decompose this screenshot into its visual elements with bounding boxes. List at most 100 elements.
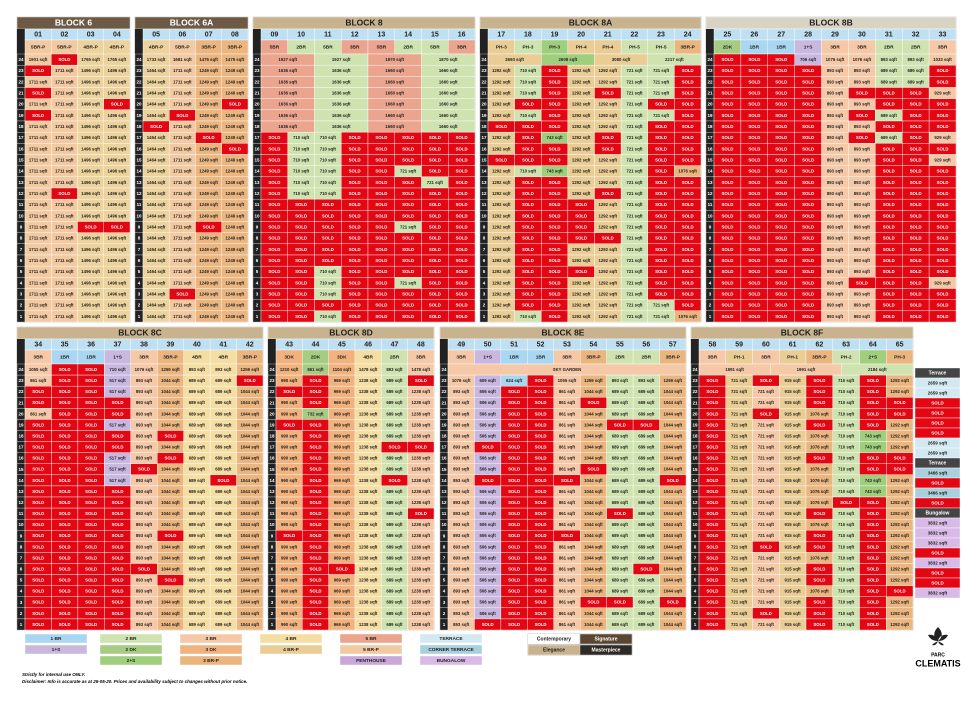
unit-cell: 689 sqft <box>638 467 655 472</box>
unit-cell: 1044 sqft <box>240 600 259 605</box>
floor-number: 21 <box>254 91 260 96</box>
unit-cell: 743 sqft <box>546 169 563 174</box>
unit-cell: SOLD <box>910 213 922 218</box>
unit-cell: 1292 sqft <box>492 79 511 84</box>
unit-cell: SOLD <box>802 236 814 241</box>
unit-cell: SOLD <box>748 225 760 230</box>
unit-cell: 721 sqft <box>758 478 775 483</box>
unit-cell: SOLD <box>910 135 922 140</box>
unit-cell: SOLD <box>349 225 361 230</box>
unit-cell: SOLD <box>112 555 124 560</box>
unit-cell: 1496 sqft <box>108 79 127 84</box>
unit-cell: 1292 sqft <box>492 169 511 174</box>
unit-cell: SOLD <box>295 303 307 308</box>
unit-cell-bg <box>659 618 687 631</box>
unit-type: PH-1 <box>787 355 798 361</box>
unit-cell: 689 sqft <box>612 389 629 394</box>
unit-cell: 689 sqft <box>612 500 629 505</box>
unit-cell: 1238 sqft <box>412 589 431 594</box>
unit-cell: 1464 sqft <box>147 135 166 140</box>
floor-number: 23 <box>269 378 275 383</box>
unit-cell: 1044 sqft <box>584 611 603 616</box>
unit-cell: 1238 sqft <box>359 511 378 516</box>
unit-cell: 1496 sqft <box>108 124 127 129</box>
unit-cell: 1711 sqft <box>55 146 74 151</box>
floor-number: 15 <box>481 158 487 163</box>
unit-cell: 1044 sqft <box>240 467 259 472</box>
unit-cell: SOLD <box>760 544 772 549</box>
unit-cell: 1496 sqft <box>81 303 100 308</box>
unit-cell: 1711 sqft <box>173 280 192 285</box>
unit-cell: SOLD <box>402 247 414 252</box>
unit-cell: 1711 sqft <box>173 314 192 319</box>
unit-cell: SOLD <box>867 533 879 538</box>
unit-cell: SOLD <box>706 522 718 527</box>
unit-cell: 689 sqft <box>189 544 206 549</box>
unit-number: 27 <box>777 32 785 39</box>
unit-cell: 1044 sqft <box>663 555 682 560</box>
unit-cell: SOLD <box>456 292 468 297</box>
floor-number: 22 <box>269 389 275 394</box>
unit-cell: 721 sqft <box>758 445 775 450</box>
unit-cell: SOLD <box>937 314 949 319</box>
unit-cell: 1711 sqft <box>173 91 192 96</box>
unit-cell: 689 sqft <box>386 378 403 383</box>
unit-cell: 969 sqft <box>334 433 351 438</box>
unit-cell: SOLD <box>937 180 949 185</box>
unit-cell: 1292 sqft <box>492 102 511 107</box>
unit-cell: 721 sqft <box>758 422 775 427</box>
unit-cell: 721 sqft <box>653 314 670 319</box>
unit-cell: 990 sqft <box>281 411 298 416</box>
unit-cell: 893 sqft <box>136 445 153 450</box>
unit-cell: 990 sqft <box>281 467 298 472</box>
unit-cell: SOLD <box>375 236 387 241</box>
unit-cell: 689 sqft <box>638 433 655 438</box>
unit-cell: 689 sqft <box>215 456 232 461</box>
unit-cell: 721 sqft <box>758 511 775 516</box>
floor-number: 5 <box>483 269 486 274</box>
side-cell: 3466 sqft <box>928 490 948 495</box>
unit-cell: 710 sqft <box>320 292 337 297</box>
unit-cell: 1636 sqft <box>278 91 297 96</box>
unit-cell: SOLD <box>349 202 361 207</box>
unit-cell: 893 sqft <box>215 367 232 372</box>
floor-number: 12 <box>18 191 24 196</box>
floor-number: 7 <box>256 247 259 252</box>
unit-cell: 1292 sqft <box>890 500 909 505</box>
unit-cell: 893 sqft <box>827 79 844 84</box>
unit-cell: 1660 sqft <box>439 68 458 73</box>
style-item: Masterpiece <box>592 648 621 654</box>
floor-number: 14 <box>18 478 24 483</box>
unit-cell: 893 sqft <box>136 389 153 394</box>
unit-cell: 1292 sqft <box>598 247 617 252</box>
unit-cell: 689 sqft <box>215 511 232 516</box>
unit-cell: 689 sqft <box>386 555 403 560</box>
unit-cell: 1711 sqft <box>55 68 74 73</box>
unit-number: 57 <box>669 342 677 349</box>
unit-cell: 915 sqft <box>785 622 802 627</box>
floor-number: 13 <box>269 489 275 494</box>
unit-cell: SOLD <box>268 180 280 185</box>
unit-cell: 710 sqft <box>320 169 337 174</box>
unit-cell: SOLD <box>549 269 561 274</box>
floor-number: 10 <box>692 522 698 527</box>
unit-cell: SOLD <box>706 389 718 394</box>
unit-cell: SOLD <box>813 389 825 394</box>
unit-cell: SOLD <box>59 433 71 438</box>
unit-number: 41 <box>219 342 227 349</box>
unit-cell: 1711 sqft <box>173 124 192 129</box>
legend-item: 3 BR <box>206 636 217 642</box>
legend-item-bg <box>179 633 243 644</box>
unit-cell: SOLD <box>32 600 44 605</box>
unit-cell: 1249 sqft <box>199 113 218 118</box>
unit-cell: 689 sqft <box>881 113 898 118</box>
unit-cell: 1249 sqft <box>199 146 218 151</box>
floor-number: 17 <box>692 445 698 450</box>
unit-cell: 893 sqft <box>136 600 153 605</box>
unit-cell: 721 sqft <box>626 292 643 297</box>
unit-cell: SOLD <box>883 303 895 308</box>
floor-number: 8 <box>20 544 23 549</box>
unit-cell: 1636 sqft <box>332 91 351 96</box>
unit-cell: SOLD <box>508 489 520 494</box>
